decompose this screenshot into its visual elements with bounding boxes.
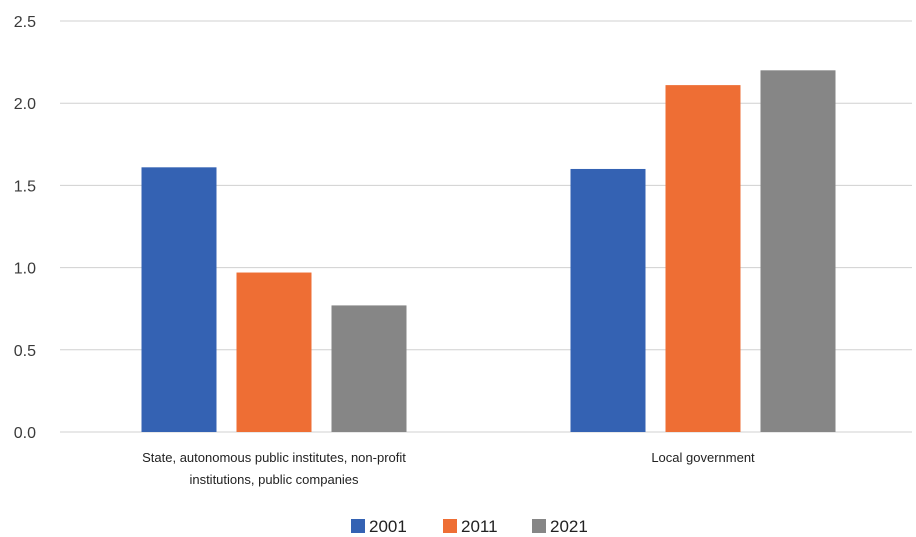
y-tick-label: 0.5: [14, 343, 36, 360]
legend-label-2011: 2011: [461, 517, 498, 536]
bar-2001-2: [570, 168, 646, 432]
legend-swatch-2001: [351, 519, 365, 533]
legend: 2001 2011 2021: [351, 517, 588, 536]
legend-swatch-2021: [532, 519, 546, 533]
legend-label-2021: 2021: [550, 517, 588, 536]
category-label: Local government: [651, 450, 755, 465]
bar-2011-2: [665, 85, 741, 432]
y-tick-label: 2.5: [14, 14, 36, 31]
y-tick-label: 1.5: [14, 178, 36, 195]
category-label: institutions, public companies: [189, 472, 359, 487]
bars: [141, 70, 836, 433]
y-axis-ticks: 0.0 0.5 1.0 1.5 2.0 2.5: [14, 14, 36, 442]
y-tick-label: 2.0: [14, 96, 36, 113]
bar-2021-1: [331, 305, 407, 432]
y-tick-label: 0.0: [14, 425, 36, 442]
category-labels: State, autonomous public institutes, non…: [142, 450, 755, 487]
bar-2011-1: [236, 272, 312, 432]
legend-swatch-2011: [443, 519, 457, 533]
bar-2021-2: [760, 70, 836, 432]
y-tick-label: 1.0: [14, 261, 36, 278]
bar-2001-1: [141, 167, 217, 433]
legend-label-2001: 2001: [369, 517, 407, 536]
category-label: State, autonomous public institutes, non…: [142, 450, 406, 465]
